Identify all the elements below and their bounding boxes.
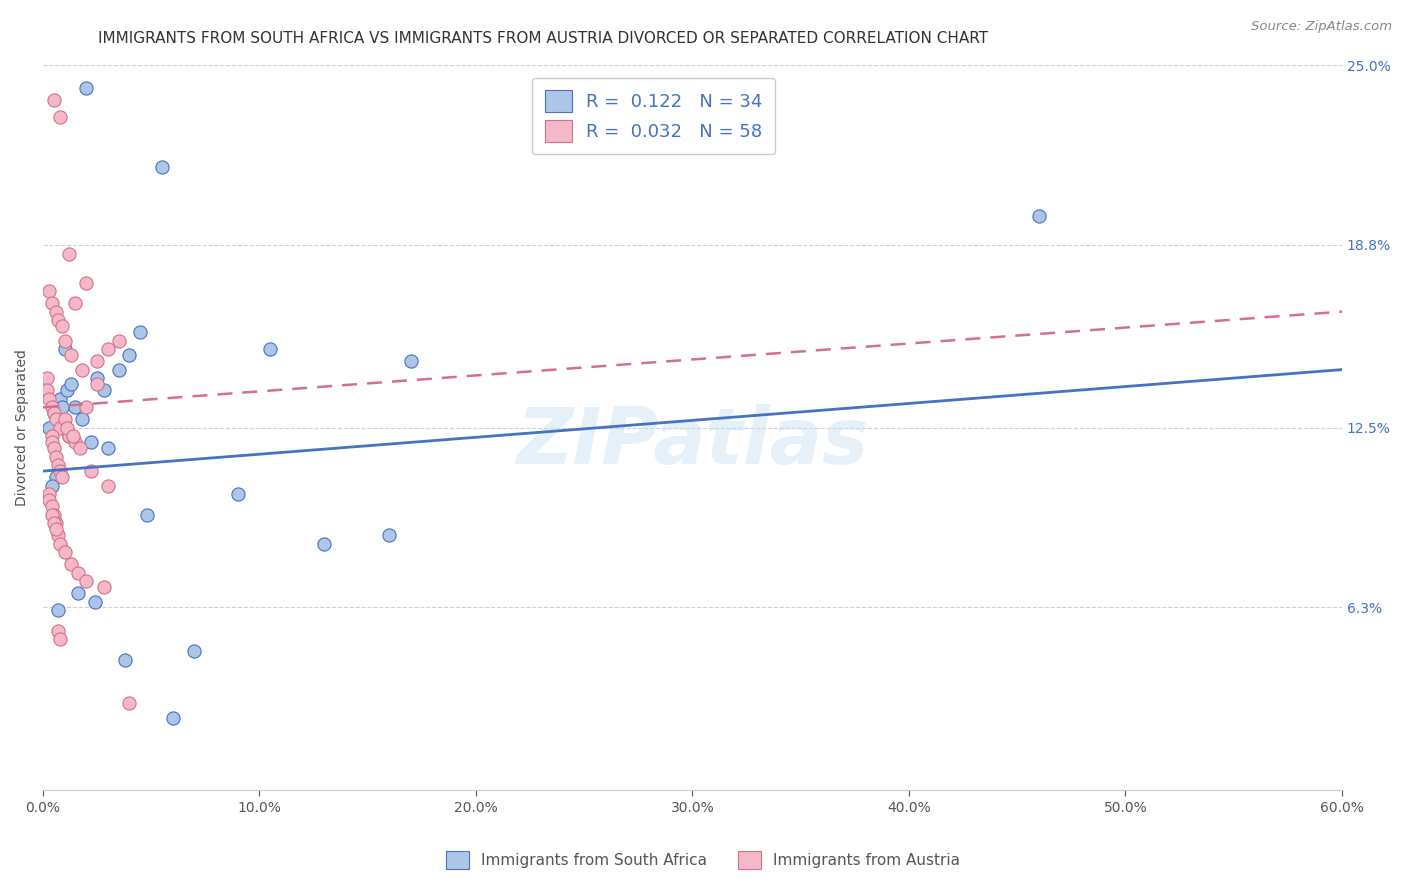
Point <box>55 383 77 397</box>
Point <box>65 296 87 310</box>
Point <box>41 429 63 443</box>
Point <box>42 516 65 531</box>
Point <box>46 624 69 638</box>
Point <box>75 574 97 589</box>
Point <box>60 557 83 571</box>
Point <box>45 304 67 318</box>
Point <box>93 383 115 397</box>
Point <box>79 464 101 478</box>
Point <box>49 464 72 478</box>
Point <box>58 429 80 443</box>
Point <box>49 420 72 434</box>
Point <box>42 406 65 420</box>
Point <box>97 441 120 455</box>
Point <box>75 401 97 415</box>
Point <box>51 319 73 334</box>
Point <box>42 93 65 107</box>
Point <box>259 343 281 357</box>
Point <box>150 160 173 174</box>
Point <box>41 435 63 450</box>
Point <box>60 348 83 362</box>
Point <box>97 343 120 357</box>
Legend: Immigrants from South Africa, Immigrants from Austria: Immigrants from South Africa, Immigrants… <box>440 845 966 875</box>
Point <box>42 406 65 420</box>
Point <box>107 362 129 376</box>
Point <box>38 392 60 406</box>
Point <box>114 653 136 667</box>
Point <box>58 246 80 260</box>
Point <box>83 594 105 608</box>
Point <box>41 401 63 415</box>
Point <box>65 401 87 415</box>
Point <box>51 401 73 415</box>
Point <box>75 276 97 290</box>
Point <box>45 470 67 484</box>
Point <box>60 377 83 392</box>
Point <box>45 516 67 531</box>
Point <box>37 383 59 397</box>
Point <box>135 508 157 522</box>
Text: Source: ZipAtlas.com: Source: ZipAtlas.com <box>1251 20 1392 33</box>
Point <box>118 696 141 710</box>
Point <box>86 371 108 385</box>
Point <box>53 343 76 357</box>
Point <box>93 580 115 594</box>
Point <box>314 536 336 550</box>
Point <box>41 499 63 513</box>
Point <box>129 325 152 339</box>
Point <box>62 429 84 443</box>
Point <box>46 603 69 617</box>
Point <box>42 508 65 522</box>
Point <box>49 536 72 550</box>
Point <box>86 377 108 392</box>
Point <box>162 711 184 725</box>
Point <box>42 441 65 455</box>
Point <box>70 362 93 376</box>
Point <box>378 528 401 542</box>
Point <box>118 348 141 362</box>
Point <box>97 478 120 492</box>
Point <box>37 371 59 385</box>
Point <box>45 522 67 536</box>
Point <box>70 412 93 426</box>
Point <box>45 450 67 464</box>
Point <box>69 441 91 455</box>
Y-axis label: Divorced or Separated: Divorced or Separated <box>15 349 30 506</box>
Point <box>86 354 108 368</box>
Point <box>51 470 73 484</box>
Point <box>38 420 60 434</box>
Point <box>53 545 76 559</box>
Text: ZIPatlas: ZIPatlas <box>516 404 869 480</box>
Point <box>49 111 72 125</box>
Point <box>107 334 129 348</box>
Point <box>65 435 87 450</box>
Point <box>46 458 69 473</box>
Point <box>79 435 101 450</box>
Point <box>49 392 72 406</box>
Point <box>53 334 76 348</box>
Point <box>46 528 69 542</box>
Point <box>45 412 67 426</box>
Point <box>55 420 77 434</box>
Point <box>38 285 60 299</box>
Legend: R =  0.122   N = 34, R =  0.032   N = 58: R = 0.122 N = 34, R = 0.032 N = 58 <box>531 78 775 154</box>
Point <box>1028 209 1050 223</box>
Point <box>399 354 422 368</box>
Point <box>75 81 97 95</box>
Text: IMMIGRANTS FROM SOUTH AFRICA VS IMMIGRANTS FROM AUSTRIA DIVORCED OR SEPARATED CO: IMMIGRANTS FROM SOUTH AFRICA VS IMMIGRAN… <box>98 31 988 46</box>
Point <box>38 493 60 508</box>
Point <box>41 478 63 492</box>
Point <box>41 508 63 522</box>
Point <box>41 296 63 310</box>
Point <box>183 644 205 658</box>
Point <box>66 586 89 600</box>
Point <box>226 487 249 501</box>
Point <box>49 632 72 647</box>
Point <box>46 313 69 327</box>
Point <box>58 429 80 443</box>
Point <box>53 412 76 426</box>
Point <box>38 487 60 501</box>
Point <box>66 566 89 580</box>
